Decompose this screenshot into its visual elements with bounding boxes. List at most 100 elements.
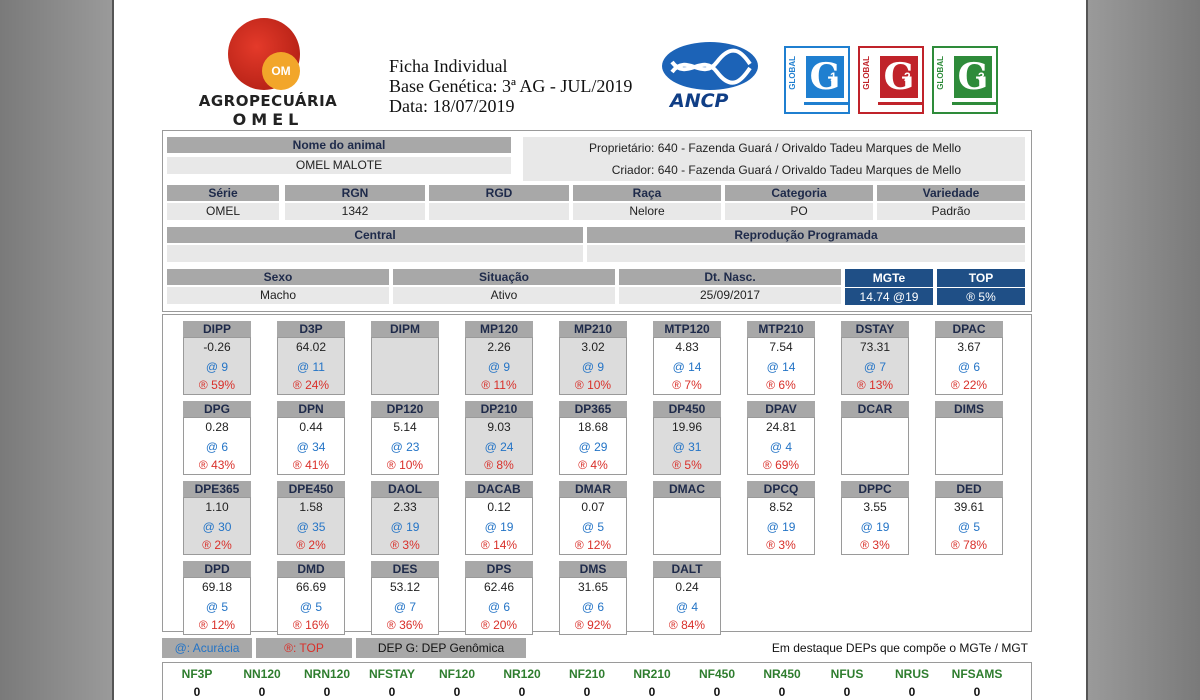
sexo-label: Sexo	[167, 269, 389, 285]
dep-body	[935, 417, 1003, 475]
dep-name: DCAR	[841, 401, 909, 417]
dep-body: 39.61 @ 5 ® 78%	[935, 497, 1003, 555]
dep-value: 0.07	[581, 500, 605, 514]
rgd-value	[429, 203, 569, 220]
animal-info-panel: Nome do animal OMEL MALOTE Proprietário:…	[162, 130, 1032, 312]
dep-body: 66.69 @ 5 ® 16%	[277, 577, 345, 635]
nf-col-nf3p: NF3P 0	[167, 667, 227, 699]
logo-text-line1: AGROPECUÁRIA	[198, 92, 338, 110]
dep-top: ® 8%	[484, 458, 514, 472]
dep-body	[841, 417, 909, 475]
dep-name: DP120	[371, 401, 439, 417]
document-date: Data: 18/07/2019	[389, 96, 515, 116]
repro-value	[587, 245, 1025, 262]
dep-cell-dpe450: DPE450 1.58 @ 35 ® 2%	[277, 481, 345, 557]
dep-value: 64.02	[295, 340, 327, 354]
dep-value: 2.26	[487, 340, 511, 354]
dep-top: ® 22%	[950, 378, 988, 392]
dep-top: ® 5%	[672, 458, 702, 472]
dep-cell-dstay: DSTAY 73.31 @ 7 ® 13%	[841, 321, 909, 397]
dep-name: DPAV	[747, 401, 815, 417]
nf-label: NRUS	[894, 667, 929, 681]
dep-body: 0.12 @ 19 ® 14%	[465, 497, 533, 555]
dep-cell-dppc: DPPC 3.55 @ 19 ® 3%	[841, 481, 909, 557]
dep-top: ® 59%	[198, 378, 236, 392]
dep-body: 18.68 @ 29 ® 4%	[559, 417, 627, 475]
dep-body	[653, 497, 721, 555]
dep-body: 8.52 @ 19 ® 3%	[747, 497, 815, 555]
dep-value: 0.28	[205, 420, 229, 434]
dep-name: DMAR	[559, 481, 627, 497]
nf-col-nr210: NR210 0	[622, 667, 682, 699]
dep-accuracy: @ 19	[484, 520, 514, 534]
dep-body: 19.96 @ 31 ® 5%	[653, 417, 721, 475]
dep-value: 53.12	[389, 580, 421, 594]
dep-cell-ded: DED 39.61 @ 5 ® 78%	[935, 481, 1003, 557]
dep-cell-dpcq: DPCQ 8.52 @ 19 ® 3%	[747, 481, 815, 557]
dep-value: 62.46	[483, 580, 515, 594]
dep-accuracy: @ 34	[296, 440, 326, 454]
dep-name: DIPM	[371, 321, 439, 337]
legend-genomica: DEP G: DEP Genômica	[356, 638, 526, 658]
dep-body: 0.44 @ 34 ® 41%	[277, 417, 345, 475]
base-genetica: Base Genética: 3ª AG - JUL/2019	[389, 76, 633, 96]
dep-top: ® 36%	[386, 618, 424, 632]
dep-name: DACAB	[465, 481, 533, 497]
dep-accuracy: @ 4	[769, 440, 793, 454]
nf-value: 0	[713, 685, 721, 699]
dep-accuracy: @ 14	[672, 360, 702, 374]
top-label: TOP	[937, 269, 1025, 287]
dep-top: ® 13%	[856, 378, 894, 392]
nf-col-nrn120: NRN120 0	[297, 667, 357, 699]
dep-value: 18.68	[577, 420, 609, 434]
dep-cell-dpg: DPG 0.28 @ 6 ® 43%	[183, 401, 251, 477]
document-title: Ficha Individual	[389, 56, 508, 76]
dep-body: 2.26 @ 9 ® 11%	[465, 337, 533, 395]
dep-accuracy: @ 19	[766, 520, 796, 534]
dep-body: -0.26 @ 9 ® 59%	[183, 337, 251, 395]
dep-name: DP365	[559, 401, 627, 417]
dep-body: 53.12 @ 7 ® 36%	[371, 577, 439, 635]
nf-value: 0	[388, 685, 396, 699]
nf-col-nr450: NR450 0	[752, 667, 812, 699]
dep-body: 4.83 @ 14 ® 7%	[653, 337, 721, 395]
dep-top: ® 10%	[386, 458, 424, 472]
dep-name: DMS	[559, 561, 627, 577]
legend-acuracia: @: Acurácia	[162, 638, 252, 658]
rgn-label: RGN	[285, 185, 425, 201]
dep-cell-mp120: MP120 2.26 @ 9 ® 11%	[465, 321, 533, 397]
global-g2-badge-icon: GLOBAL G 2	[858, 46, 924, 114]
dep-accuracy: @ 11	[297, 360, 325, 374]
viewer-right-margin	[1088, 0, 1200, 700]
global-g3-badge-icon: GLOBAL G 3	[932, 46, 998, 114]
dep-name: DES	[371, 561, 439, 577]
nf-col-nfstay: NFSTAY 0	[362, 667, 422, 699]
dep-value: 39.61	[953, 500, 985, 514]
dep-name: DED	[935, 481, 1003, 497]
nf-col-nf210: NF210 0	[557, 667, 617, 699]
dep-top: ® 78%	[950, 538, 988, 552]
dep-body: 1.58 @ 35 ® 2%	[277, 497, 345, 555]
nf-value: 0	[258, 685, 266, 699]
dep-top: ® 10%	[574, 378, 612, 392]
dep-name: DP450	[653, 401, 721, 417]
dep-name: DMAC	[653, 481, 721, 497]
dep-top: ® 2%	[202, 538, 232, 552]
dep-cell-dpav: DPAV 24.81 @ 4 ® 69%	[747, 401, 815, 477]
dep-value: 5.14	[393, 420, 417, 434]
dep-body: 62.46 @ 6 ® 20%	[465, 577, 533, 635]
dep-top: ® 12%	[574, 538, 612, 552]
dep-cell-dpe365: DPE365 1.10 @ 30 ® 2%	[183, 481, 251, 557]
dep-value: 1.10	[205, 500, 229, 514]
dep-name: MP120	[465, 321, 533, 337]
situacao-value: Ativo	[393, 287, 615, 304]
dep-grid: DIPP -0.26 @ 9 ® 59% D3P 64.02 @ 11 ® 24% DIPM MP…	[162, 314, 1032, 635]
serie-value: OMEL	[167, 203, 279, 220]
dep-top: ® 3%	[860, 538, 890, 552]
dep-accuracy: @ 35	[296, 520, 326, 534]
name-label: Nome do animal	[167, 137, 511, 153]
dep-cell-dps: DPS 62.46 @ 6 ® 20%	[465, 561, 533, 637]
nf-label: NR120	[503, 667, 541, 681]
dep-accuracy: @ 19	[860, 520, 890, 534]
dep-cell-dipp: DIPP -0.26 @ 9 ® 59%	[183, 321, 251, 397]
